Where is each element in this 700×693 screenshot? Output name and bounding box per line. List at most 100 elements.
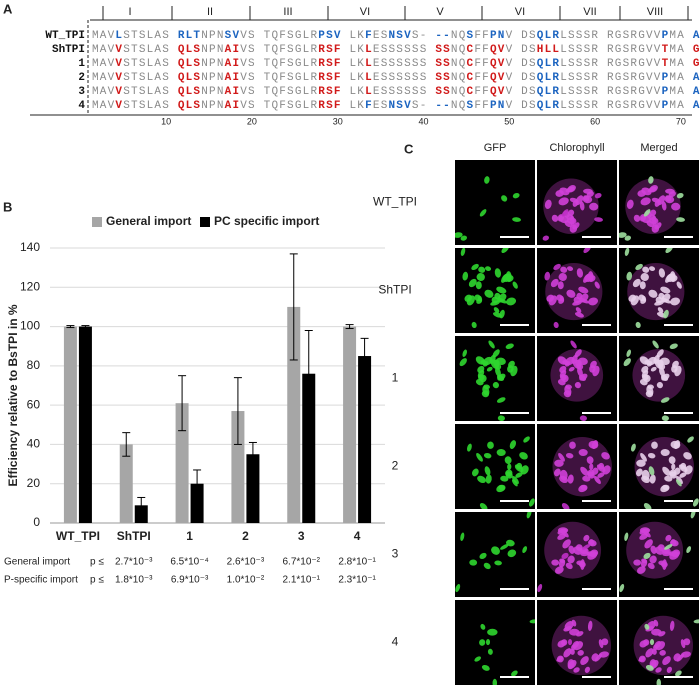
organelle — [594, 192, 602, 199]
organelle — [544, 271, 551, 281]
organelle — [624, 248, 630, 256]
organelle — [487, 648, 493, 655]
organelle — [566, 266, 574, 271]
highlighted-residue: RSF — [318, 58, 341, 70]
organelle — [644, 623, 650, 630]
organelle — [657, 195, 666, 206]
organelle — [626, 271, 633, 281]
p-value: 1.8*10⁻³ — [115, 575, 153, 586]
organelle — [466, 295, 475, 306]
organelle — [492, 349, 500, 358]
highlighted-residue: -- — [435, 30, 451, 42]
organelle — [589, 202, 599, 211]
micrograph — [455, 336, 535, 421]
residue: FF — [474, 72, 490, 84]
organelle — [558, 197, 569, 206]
organelle — [641, 475, 650, 484]
organelle — [669, 471, 677, 479]
organelle — [653, 619, 659, 627]
organelle — [588, 297, 599, 306]
highlighted-residue: RSF — [318, 72, 341, 84]
p-value: 6.7*10⁻² — [282, 557, 320, 568]
y-tick-label: 100 — [20, 319, 40, 333]
organelle — [636, 566, 646, 574]
organelle — [651, 441, 658, 449]
region-label: III — [283, 6, 292, 18]
organelle — [626, 199, 634, 209]
organelle — [512, 217, 521, 222]
organelle — [598, 651, 609, 658]
y-tick-label: 60 — [27, 397, 41, 411]
bar — [190, 483, 204, 523]
p-value: 2.6*10⁻³ — [227, 557, 265, 568]
legend-label: General import — [106, 214, 191, 228]
residue: LK — [342, 86, 365, 98]
organelle — [572, 300, 582, 306]
organelle — [683, 638, 691, 646]
organelle — [652, 340, 659, 349]
organelle — [640, 215, 651, 224]
organelle — [647, 384, 654, 390]
residue: VS TQFSGLR — [240, 30, 318, 42]
residue: STSLAS — [123, 58, 178, 70]
highlighted-residue: S — [467, 100, 475, 112]
organelle — [669, 343, 678, 350]
organelle — [630, 295, 639, 306]
x-tick-label: 1 — [186, 529, 193, 543]
residue: LSSSR RGSRGVV — [560, 44, 661, 56]
organelle — [569, 628, 580, 636]
y-tick-label: 0 — [33, 515, 40, 529]
sequence: MAVVSTSLAS QLSNPNAIVS TQFSGLRRSF LKLESSS… — [92, 44, 700, 56]
highlighted-residue: SS — [435, 86, 451, 98]
sequence: MAVVSTSLAS QLSNPNAIVS TQFSGLRRSF LKLESSS… — [92, 86, 700, 98]
micrograph — [455, 512, 535, 597]
organelle — [670, 297, 681, 306]
signal — [552, 436, 612, 509]
organelle — [570, 340, 577, 349]
p-symbol: p ≤ — [90, 575, 104, 586]
residue: VS TQFSGLR — [240, 44, 318, 56]
signal — [537, 521, 602, 593]
organelle — [574, 381, 581, 389]
organelle — [471, 263, 479, 271]
signal — [474, 619, 535, 685]
row-label: ShTPI — [378, 283, 411, 297]
highlighted-residue: QV — [490, 72, 506, 84]
organelle — [561, 503, 570, 509]
organelle — [520, 465, 529, 475]
organelle — [623, 358, 631, 367]
residue: V DS — [506, 30, 537, 42]
organelle — [639, 281, 646, 290]
column-header: GFP — [484, 142, 507, 154]
residue: NPN — [201, 100, 224, 112]
organelle — [560, 266, 568, 273]
highlighted-residue: L — [115, 30, 123, 42]
organelle — [507, 463, 512, 470]
residue: LSSSR RGSRGVV — [560, 100, 661, 112]
sequence-name: 4 — [78, 100, 85, 112]
highlighted-residue: QLS — [178, 72, 201, 84]
organelle — [507, 549, 517, 558]
organelle — [486, 366, 493, 372]
organelle — [633, 559, 642, 566]
highlighted-residue: QV — [490, 44, 506, 56]
organelle — [583, 273, 591, 283]
residue: MAV — [92, 86, 115, 98]
x-tick-label: 4 — [354, 529, 361, 543]
organelle — [561, 209, 569, 217]
organelle — [602, 465, 611, 475]
organelle — [601, 638, 609, 646]
organelle — [648, 289, 658, 298]
organelle — [573, 546, 582, 555]
organelle — [484, 289, 494, 298]
ruler-label: 70 — [676, 116, 686, 126]
organelle — [601, 452, 610, 460]
residue: STSLAS — [123, 72, 178, 84]
highlighted-residue: C — [467, 72, 475, 84]
highlighted-residue: L — [365, 86, 373, 98]
organelle — [567, 660, 577, 670]
residue: FF — [474, 44, 490, 56]
p-value: 6.9*10⁻³ — [171, 575, 209, 586]
organelle — [655, 641, 666, 651]
organelle — [676, 192, 684, 199]
